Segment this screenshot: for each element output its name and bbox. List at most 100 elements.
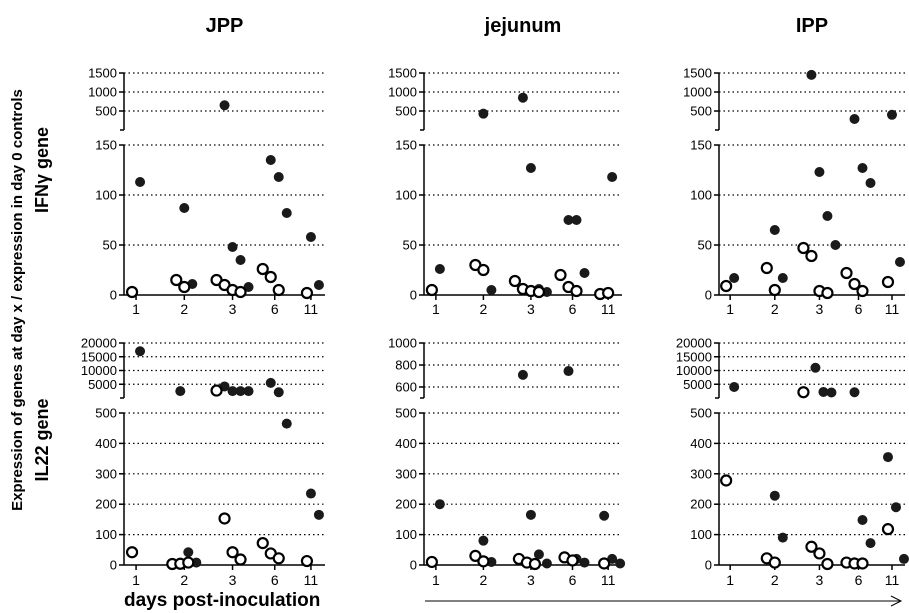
data-point-open — [178, 280, 191, 294]
data-point-open — [272, 283, 285, 297]
data-point-filled — [183, 547, 194, 558]
data-point-filled — [305, 232, 316, 242]
data-point-filled — [886, 109, 897, 120]
data-point-filled — [849, 113, 860, 124]
data-point-open — [528, 557, 542, 571]
data-point-open — [125, 546, 139, 559]
y-tick-label: 0 — [110, 558, 117, 573]
data-point-filled — [849, 387, 860, 398]
x-tick-label: 3 — [816, 572, 824, 588]
data-point-open — [566, 554, 579, 567]
x-tick-label: 2 — [180, 572, 188, 588]
data-point-filled — [517, 92, 528, 103]
data-point-open — [881, 275, 895, 289]
data-point-filled — [777, 273, 788, 283]
data-point-open — [182, 556, 195, 569]
data-point-open — [234, 553, 247, 566]
y-tick-label: 400 — [690, 436, 712, 451]
data-point-open — [797, 241, 810, 255]
data-point-open — [125, 285, 139, 299]
data-point-filled — [525, 163, 536, 173]
data-point-filled — [541, 558, 552, 569]
data-point-filled — [563, 366, 574, 377]
data-point-filled — [273, 387, 284, 398]
data-point-open — [881, 523, 895, 536]
data-point-open — [425, 555, 438, 569]
data-point-open — [602, 286, 615, 300]
x-tick-label: 6 — [855, 572, 863, 588]
y-tick-label: 10000 — [676, 363, 712, 378]
data-point-filled — [579, 268, 590, 278]
x-tick-label: 3 — [816, 301, 824, 317]
data-point-open — [425, 283, 438, 297]
x-tick-label: 6 — [569, 572, 577, 588]
y-tick-label: 0 — [705, 558, 712, 573]
data-point-filled — [281, 208, 292, 218]
data-point-open — [554, 268, 567, 282]
x-tick-label: 2 — [771, 301, 779, 317]
data-point-filled — [525, 509, 536, 520]
y-tick-label: 400 — [95, 436, 117, 451]
panel-title: jejunum — [484, 15, 562, 37]
y-tick-label: 100 — [690, 527, 712, 542]
y-tick-label: 400 — [395, 436, 417, 451]
y-tick-label: 20000 — [81, 336, 117, 351]
row-label-ifng: IFNγ gene — [32, 127, 52, 213]
data-point-open — [477, 263, 490, 277]
y-tick-label: 5000 — [683, 377, 712, 392]
data-point-open — [598, 557, 611, 570]
x-tick-label: 11 — [885, 301, 900, 317]
x-tick-label: 3 — [229, 301, 237, 317]
data-point-open — [813, 547, 826, 560]
y-tick-label: 600 — [395, 380, 417, 395]
x-tick-label: 11 — [885, 572, 900, 588]
y-tick-label: 100 — [95, 527, 117, 542]
y-tick-label: 100 — [690, 188, 712, 203]
y-tick-label: 50 — [403, 238, 417, 253]
data-point-open — [720, 279, 733, 293]
data-point-open — [170, 273, 183, 287]
y-tick-label: 500 — [690, 104, 712, 119]
data-point-filled — [599, 510, 610, 521]
data-point-open — [768, 556, 781, 569]
data-point-filled — [313, 509, 324, 520]
data-point-open — [469, 549, 482, 562]
data-point-filled — [810, 362, 821, 373]
data-point-open — [218, 512, 231, 525]
x-tick-label: 1 — [132, 301, 140, 317]
data-point-filled — [898, 553, 909, 564]
y-tick-label: 300 — [95, 466, 117, 481]
x-tick-label: 1 — [726, 301, 734, 317]
y-tick-label: 50 — [698, 238, 712, 253]
data-point-open — [856, 284, 869, 298]
y-tick-label: 200 — [395, 497, 417, 512]
x-tick-label: 2 — [480, 572, 488, 588]
panel-IPP-IFNγ: IPP 0 50 100 150 500 1000 1500 1 2 3 6 11 — [683, 15, 905, 317]
y-tick-label: 500 — [95, 406, 117, 421]
data-point-filled — [769, 225, 780, 235]
data-point-filled — [865, 178, 876, 188]
data-point-filled — [857, 163, 868, 173]
data-point-filled — [313, 280, 324, 290]
y-tick-label: 800 — [395, 358, 417, 373]
data-point-filled — [235, 386, 246, 397]
x-tick-label: 11 — [304, 301, 319, 317]
y-tick-label: 300 — [395, 466, 417, 481]
x-tick-label: 2 — [180, 301, 188, 317]
y-tick-label: 150 — [395, 138, 417, 153]
data-point-filled — [517, 369, 528, 380]
x-tick-label: 1 — [132, 572, 140, 588]
x-tick-label: 1 — [432, 572, 440, 588]
y-tick-label: 1000 — [88, 85, 117, 100]
y-tick-label: 15000 — [81, 349, 117, 364]
data-point-filled — [478, 535, 489, 546]
data-point-open — [226, 546, 239, 559]
y-tick-label: 1500 — [683, 66, 712, 81]
data-point-filled — [882, 452, 893, 463]
x-tick-label: 3 — [527, 301, 535, 317]
y-tick-label: 500 — [395, 104, 417, 119]
data-point-open — [848, 277, 861, 291]
x-tick-label: 2 — [480, 301, 488, 317]
y-tick-label: 15000 — [676, 349, 712, 364]
